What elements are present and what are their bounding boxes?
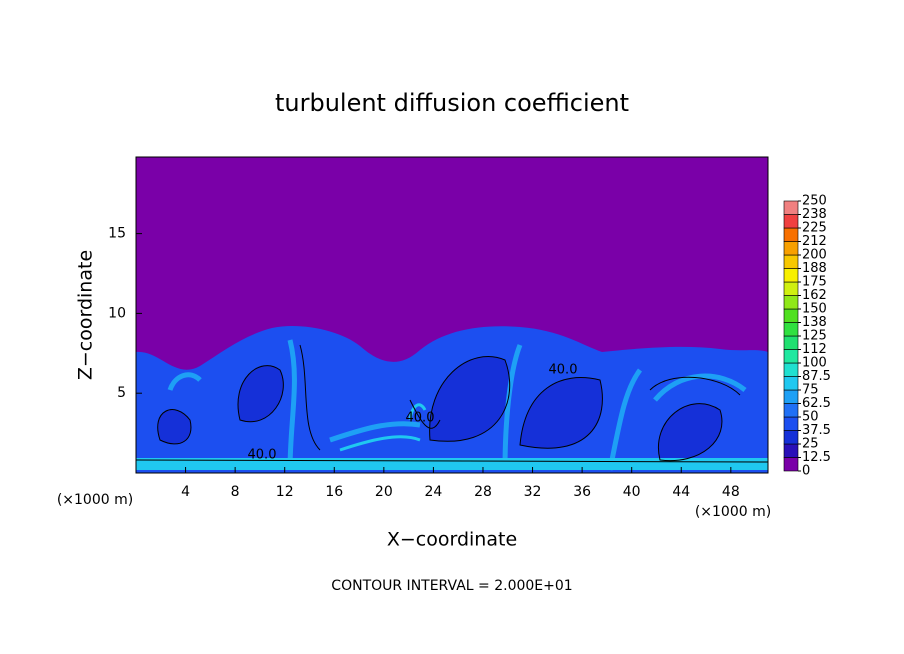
colorbar-band xyxy=(783,430,799,445)
x-tick-label: 32 xyxy=(524,484,542,500)
x-unit: (×1000 m) xyxy=(695,504,771,520)
x-tick-label: 24 xyxy=(424,484,442,500)
colorbar-label: 87.5 xyxy=(802,369,831,384)
contour-label: 40.0 xyxy=(549,363,578,378)
y-tick-label: 10 xyxy=(108,305,126,321)
colorbar-label: 0 xyxy=(802,464,810,479)
x-tick-label: 12 xyxy=(276,484,294,500)
colorbar-band xyxy=(783,295,799,310)
colorbar-label: 225 xyxy=(802,221,827,236)
colorbar-label: 37.5 xyxy=(802,423,831,438)
x-tick-label: 44 xyxy=(672,484,690,500)
colorbar-band xyxy=(783,227,799,242)
chart-title: turbulent diffusion coefficient xyxy=(275,89,629,117)
colorbar-band xyxy=(783,349,799,364)
x-tick-label: 40 xyxy=(623,484,641,500)
x-axis-label: X−coordinate xyxy=(387,529,517,551)
colorbar-label: 238 xyxy=(802,207,827,222)
colorbar-label: 62.5 xyxy=(802,396,831,411)
x-tick-label: 36 xyxy=(573,484,591,500)
field-streak xyxy=(339,403,427,452)
x-tick-label: 48 xyxy=(722,484,740,500)
contour-line xyxy=(135,344,769,463)
y-axis-label: Z−coordinate xyxy=(75,250,97,380)
colorbar-label: 200 xyxy=(802,248,827,263)
colorbar-band xyxy=(783,281,799,296)
colorbar-band xyxy=(783,389,799,404)
field-cyan xyxy=(136,458,768,470)
field xyxy=(135,157,769,473)
colorbar-band xyxy=(783,268,799,283)
colorbar-band xyxy=(783,241,799,256)
colorbar-band xyxy=(783,443,799,458)
colorbar-label: 75 xyxy=(802,383,819,398)
colorbar-label: 138 xyxy=(802,315,827,330)
colorbar-label: 25 xyxy=(802,437,819,452)
x-tick-label: 20 xyxy=(375,484,393,500)
colorbar-band xyxy=(783,335,799,350)
contour-label: 40.0 xyxy=(248,448,277,463)
footer: CONTOUR INTERVAL = 2.000E+01 xyxy=(331,578,572,594)
colorbar-band xyxy=(783,254,799,269)
colorbar-label: 212 xyxy=(802,234,827,249)
colorbar-label: 12.5 xyxy=(802,450,831,465)
x-tick-label: 28 xyxy=(474,484,492,500)
colorbar-label: 112 xyxy=(802,342,827,357)
colorbar-band xyxy=(783,457,799,472)
y-tick-label: 5 xyxy=(117,385,126,401)
x-tick-label: 16 xyxy=(325,484,343,500)
colorbar-label: 50 xyxy=(802,410,819,425)
colorbar-label: 162 xyxy=(802,288,827,303)
colorbar-band xyxy=(783,362,799,377)
colorbar-band xyxy=(783,403,799,418)
plot-frame xyxy=(135,156,769,474)
field-dark xyxy=(157,356,722,461)
y-tick-label: 15 xyxy=(108,226,126,242)
colorbar-label: 125 xyxy=(802,329,827,344)
colorbar-band xyxy=(783,200,799,215)
colorbar-band xyxy=(783,322,799,337)
x-tick-label: 4 xyxy=(181,484,190,500)
colorbar-label: 150 xyxy=(802,302,827,317)
colorbar-label: 100 xyxy=(802,356,827,371)
x-tick-label: 8 xyxy=(231,484,240,500)
colorbar-band xyxy=(783,308,799,323)
colorbar-band xyxy=(783,416,799,431)
y-unit: (×1000 m) xyxy=(57,492,133,508)
contour-label: 40.0 xyxy=(406,411,435,426)
colorbar-band xyxy=(783,376,799,391)
colorbar-band xyxy=(783,214,799,229)
colorbar-label: 188 xyxy=(802,261,827,276)
colorbar-label: 175 xyxy=(802,275,827,290)
colorbar-label: 250 xyxy=(802,194,827,209)
